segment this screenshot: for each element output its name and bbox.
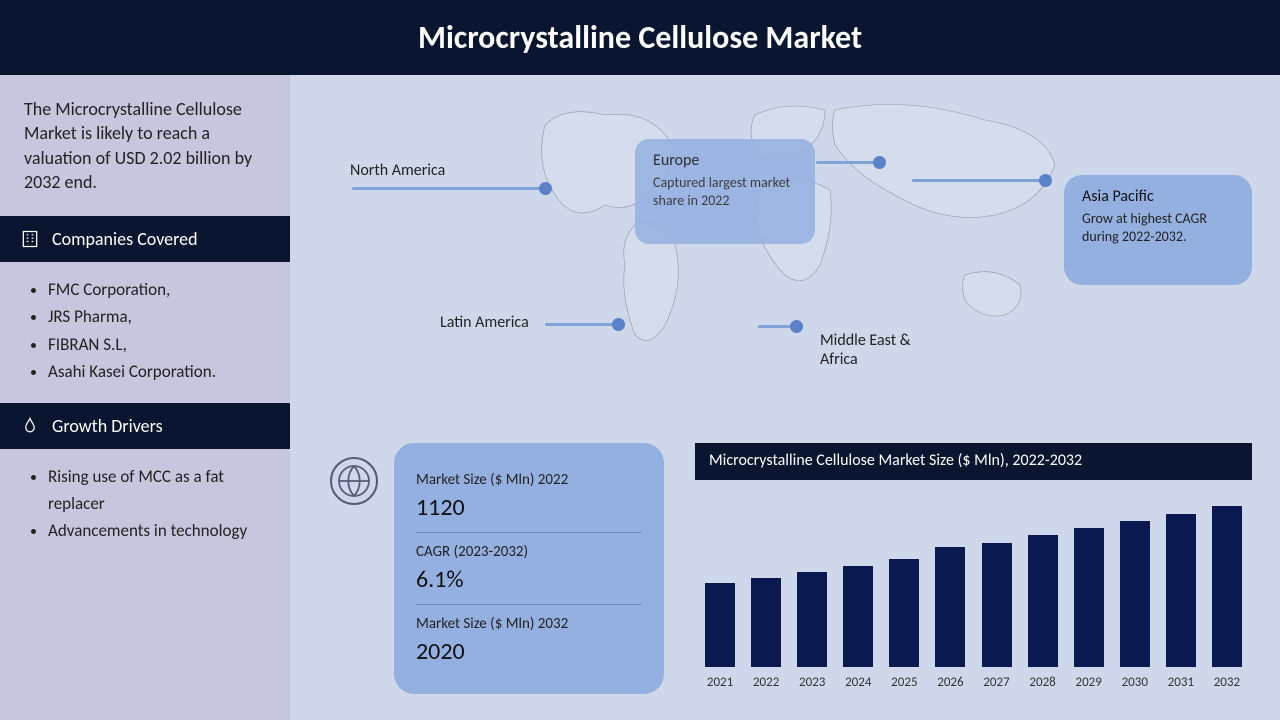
stat-value: 2020 — [416, 637, 642, 666]
stat-label: Market Size ($ Mln) 2022 — [416, 471, 642, 489]
intro-text: The Microcrystalline Cellulose Market is… — [0, 75, 290, 216]
bar-col: 2026 — [929, 547, 971, 690]
bar-col: 2031 — [1160, 514, 1202, 690]
bar-label: 2029 — [1075, 675, 1101, 690]
globe-icon — [330, 457, 378, 505]
root: Microcrystalline Cellulose Market The Mi… — [0, 0, 1280, 720]
world-map: North America Latin America Europe Captu… — [290, 75, 1280, 415]
bar-label: 2031 — [1168, 675, 1194, 690]
list-item: Rising use of MCC as a fat replacer — [48, 463, 266, 517]
list-item: Advancements in technology — [48, 517, 266, 544]
pin-latam — [545, 323, 615, 326]
region-asia-caption: Grow at highest CAGR during 2022-2032. — [1082, 210, 1234, 246]
stat-value: 1120 — [416, 493, 642, 522]
body: The Microcrystalline Cellulose Market is… — [0, 75, 1280, 720]
stat-label: CAGR (2023-2032) — [416, 543, 642, 561]
pin-europe — [816, 161, 876, 164]
chart-title: Microcrystalline Cellulose Market Size (… — [695, 443, 1252, 480]
region-box-asia: Asia Pacific Grow at highest CAGR during… — [1064, 175, 1252, 285]
stat-row: CAGR (2023-2032) 6.1% — [416, 533, 642, 605]
bar-label: 2032 — [1214, 675, 1240, 690]
region-europe-title: Europe — [653, 151, 797, 170]
stat-row: Market Size ($ Mln) 2022 1120 — [416, 461, 642, 533]
bar — [1166, 514, 1196, 667]
drivers-title: Growth Drivers — [52, 415, 163, 437]
bar — [1074, 528, 1104, 666]
companies-title: Companies Covered — [52, 228, 198, 250]
stats-area: Market Size ($ Mln) 2022 1120 CAGR (2023… — [330, 443, 664, 694]
bar-label: 2027 — [983, 675, 1009, 690]
bar-label: 2021 — [707, 675, 733, 690]
bar — [705, 583, 735, 667]
bar — [1028, 535, 1058, 667]
bar-label: 2023 — [799, 675, 825, 690]
bar-col: 2032 — [1206, 506, 1248, 690]
bar-col: 2023 — [791, 572, 833, 690]
sidebar: The Microcrystalline Cellulose Market is… — [0, 75, 290, 720]
region-label-mea: Middle East & Africa — [820, 331, 950, 369]
bar-label: 2030 — [1122, 675, 1148, 690]
bar-col: 2024 — [837, 566, 879, 690]
bar-label: 2024 — [845, 675, 871, 690]
main-panel: North America Latin America Europe Captu… — [290, 75, 1280, 720]
bar-col: 2029 — [1068, 528, 1110, 689]
region-asia-title: Asia Pacific — [1082, 187, 1234, 206]
page-title: Microcrystalline Cellulose Market — [0, 0, 1280, 75]
bar — [982, 543, 1012, 667]
list-item: Asahi Kasei Corporation. — [48, 358, 266, 385]
list-item: JRS Pharma, — [48, 303, 266, 330]
stat-label: Market Size ($ Mln) 2032 — [416, 615, 642, 633]
bar — [935, 547, 965, 667]
bar-chart: 2021 2022 2023 2024 2025 2026 2027 2028 2029 2030… — [695, 480, 1252, 690]
region-box-europe: Europe Captured largest market share in … — [635, 139, 815, 244]
bar-col: 2022 — [745, 578, 787, 690]
stat-value: 6.1% — [416, 565, 642, 594]
bar-label: 2026 — [937, 675, 963, 690]
companies-header: Companies Covered — [0, 216, 290, 262]
flame-icon — [20, 416, 40, 436]
stats-card: Market Size ($ Mln) 2022 1120 CAGR (2023… — [394, 443, 664, 694]
bar — [1212, 506, 1242, 667]
bar — [889, 559, 919, 667]
pin-na — [352, 187, 542, 190]
bar-col: 2025 — [883, 559, 925, 690]
companies-list: FMC Corporation, JRS Pharma, FIBRAN S.L,… — [0, 262, 290, 403]
pin-asia — [912, 179, 1042, 182]
chart-area: Microcrystalline Cellulose Market Size (… — [695, 443, 1252, 690]
drivers-list: Rising use of MCC as a fat replacer Adva… — [0, 449, 290, 563]
bar — [751, 578, 781, 667]
bar-label: 2025 — [891, 675, 917, 690]
region-label-latam: Latin America — [440, 313, 529, 332]
bar — [797, 572, 827, 667]
region-europe-caption: Captured largest market share in 2022 — [653, 174, 797, 210]
bar-label: 2022 — [753, 675, 779, 690]
list-item: FIBRAN S.L, — [48, 331, 266, 358]
bar-col: 2021 — [699, 583, 741, 690]
bar-col: 2030 — [1114, 521, 1156, 690]
bar-col: 2028 — [1022, 535, 1064, 690]
building-icon — [20, 229, 40, 249]
stat-row: Market Size ($ Mln) 2032 2020 — [416, 605, 642, 676]
pin-mea — [758, 325, 793, 328]
bar — [1120, 521, 1150, 667]
region-label-na: North America — [350, 161, 445, 180]
bar — [843, 566, 873, 667]
list-item: FMC Corporation, — [48, 276, 266, 303]
drivers-header: Growth Drivers — [0, 403, 290, 449]
bar-label: 2028 — [1029, 675, 1055, 690]
bar-col: 2027 — [975, 543, 1017, 690]
